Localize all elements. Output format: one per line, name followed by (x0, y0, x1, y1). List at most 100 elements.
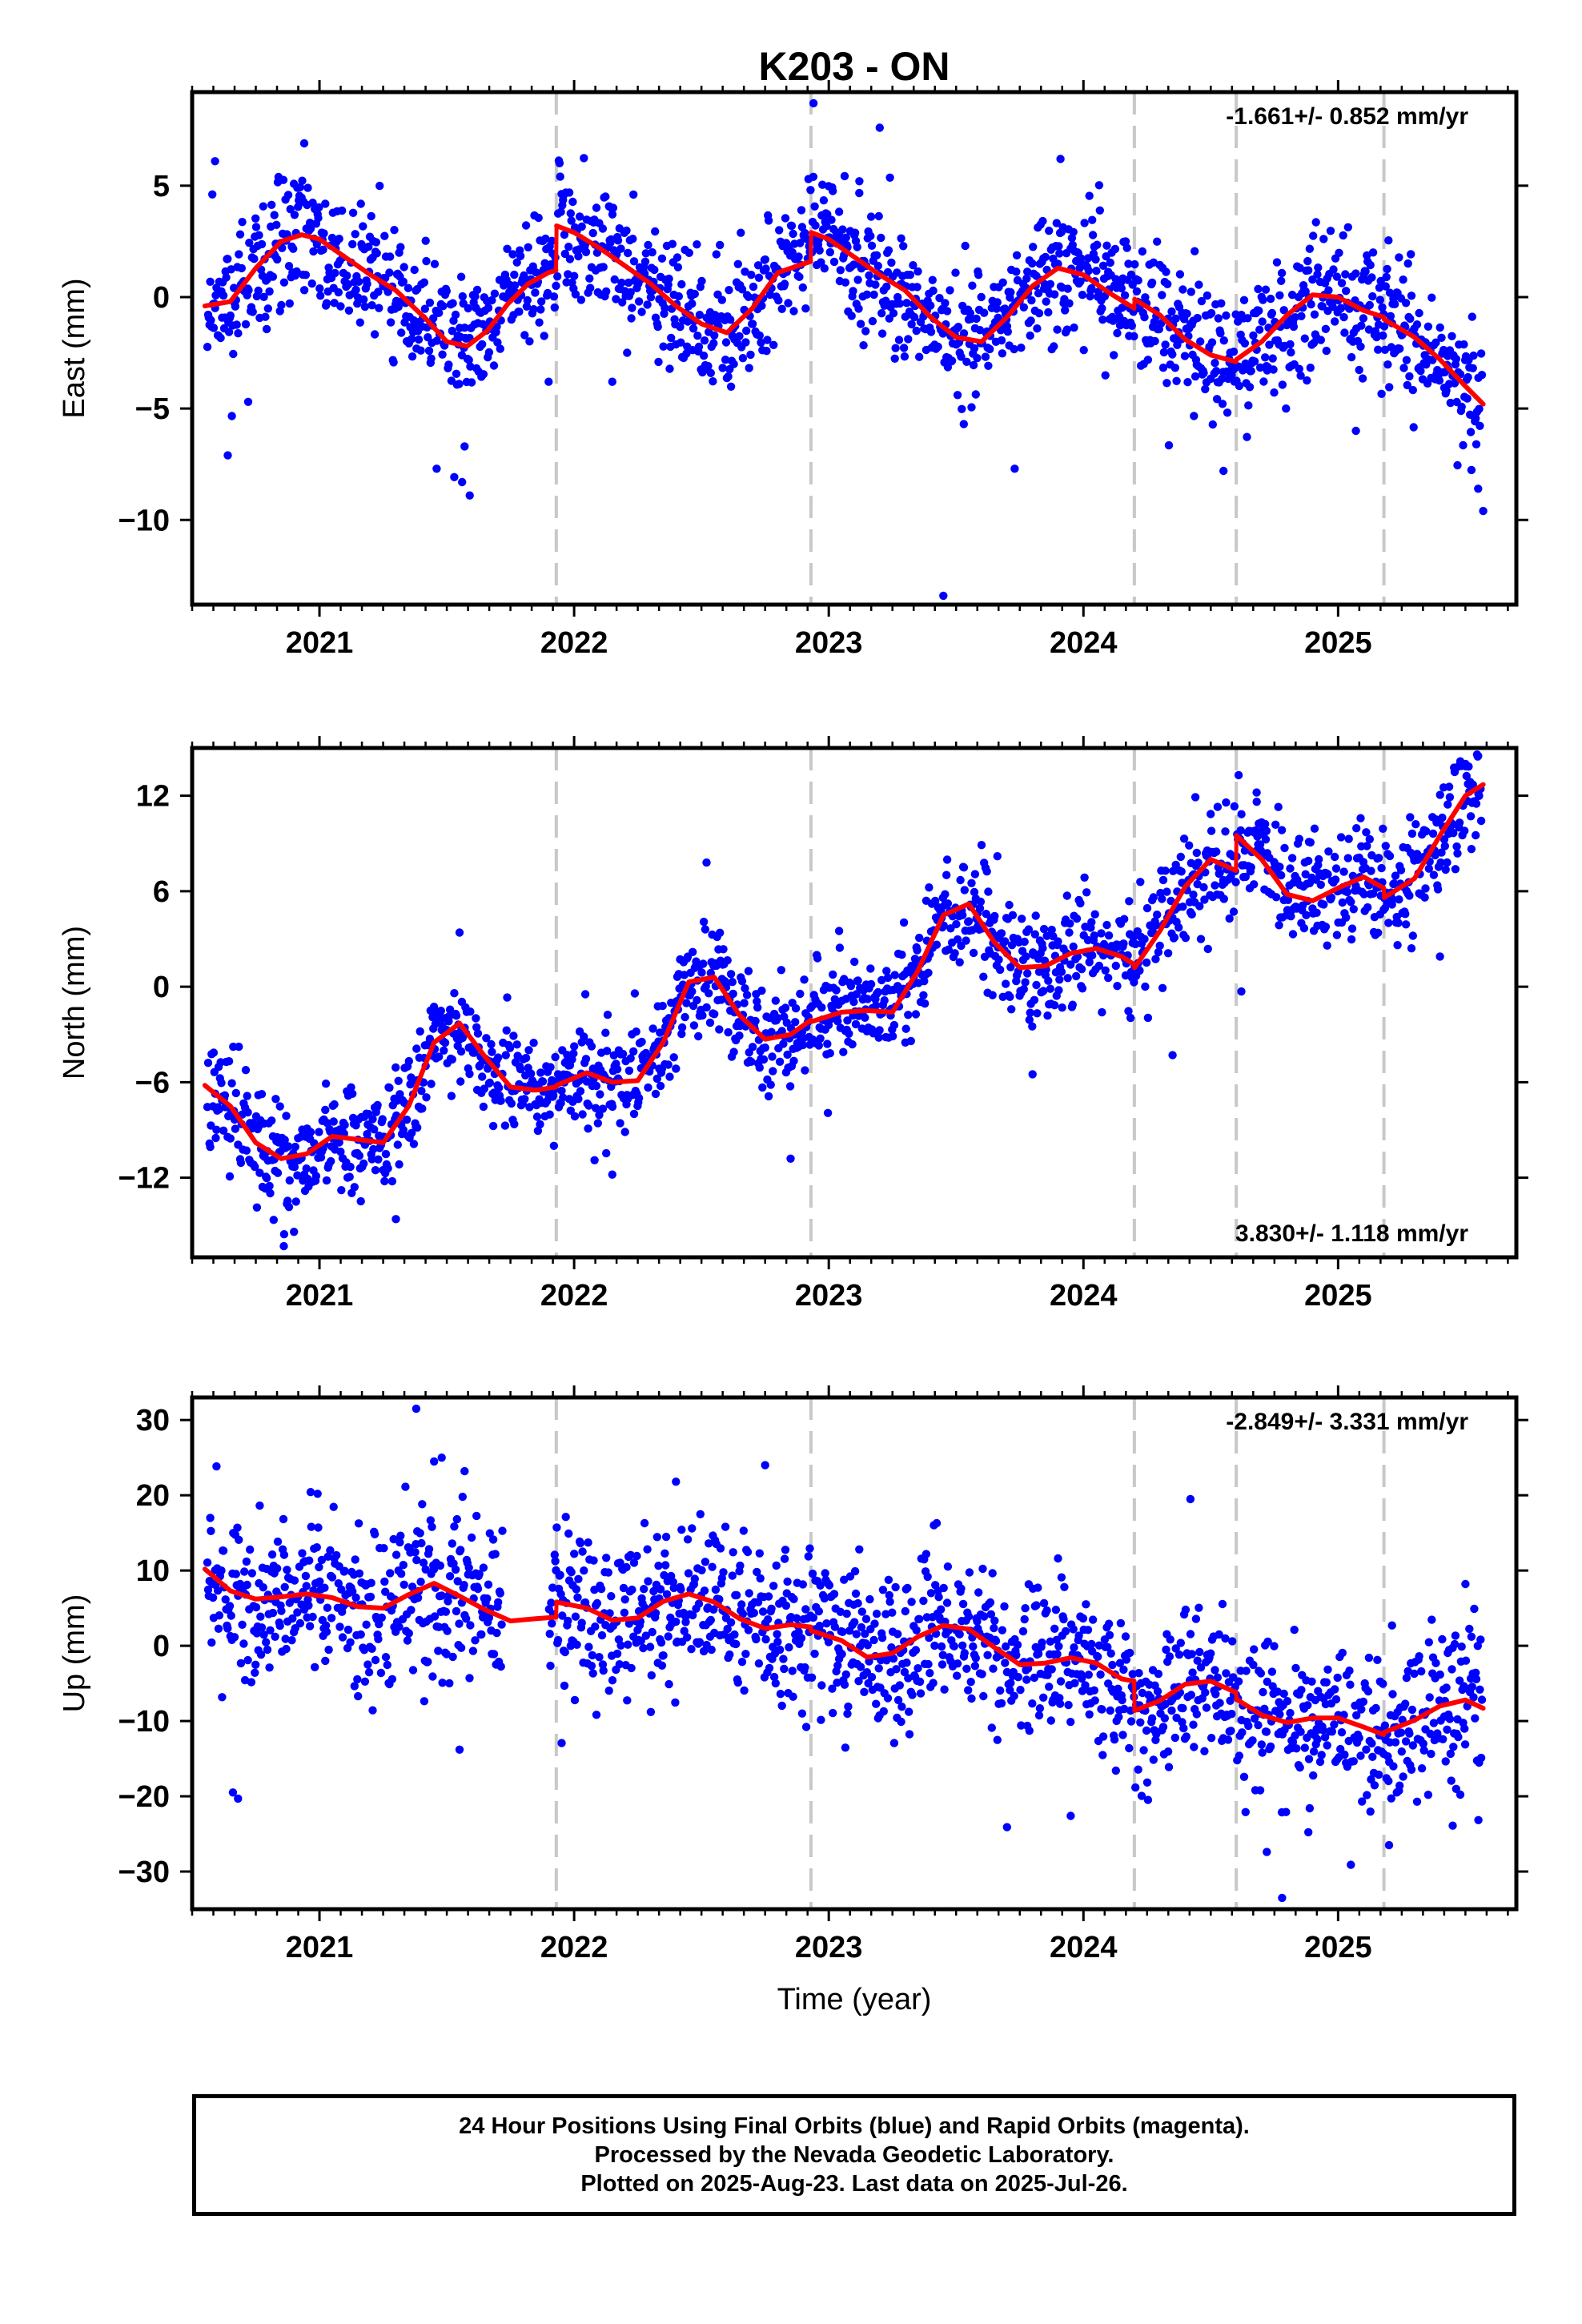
up-data-point (908, 1691, 917, 1699)
up-data-point (408, 1666, 418, 1675)
up-data-point (672, 1617, 681, 1626)
east-data-point (410, 265, 419, 275)
east-data-point (729, 360, 738, 368)
east-data-point (1403, 259, 1412, 268)
north-data-point (447, 1092, 456, 1100)
east-data-point (693, 240, 701, 249)
up-data-point (853, 1598, 862, 1608)
east-data-point (307, 279, 316, 288)
north-data-point (723, 956, 732, 965)
north-data-point (993, 852, 1002, 861)
north-data-point (598, 1104, 608, 1113)
up-data-point (396, 1531, 405, 1540)
north-data-point (207, 1121, 215, 1130)
north-data-point (1030, 930, 1040, 939)
up-data-point (893, 1630, 902, 1638)
east-data-point (1172, 376, 1181, 385)
up-data-point (986, 1598, 995, 1607)
north-data-point (1363, 842, 1371, 850)
east-data-point (1313, 270, 1322, 279)
east-data-point (227, 265, 235, 274)
east-data-point (1241, 359, 1251, 368)
north-data-point (1280, 843, 1289, 853)
east-data-point (536, 305, 545, 314)
east-data-point (216, 333, 225, 343)
east-data-point (646, 293, 656, 302)
up-data-point (902, 1659, 911, 1667)
north-data-point (1130, 978, 1138, 987)
up-data-point (765, 1663, 774, 1673)
north-data-point (538, 1077, 548, 1086)
up-data-point (556, 1570, 564, 1579)
up-data-point (1038, 1638, 1046, 1647)
north-data-point (735, 1031, 744, 1040)
north-data-point (280, 1136, 289, 1144)
east-data-point (231, 302, 240, 311)
north-data-point (371, 1166, 380, 1175)
north-data-point (1131, 939, 1140, 949)
north-fit-step-1 (809, 1019, 813, 1023)
up-data-point (252, 1629, 262, 1638)
up-data-point (838, 1627, 847, 1637)
east-data-point (882, 282, 891, 292)
north-data-point (729, 989, 737, 999)
east-data-point (617, 278, 626, 287)
east-data-point (764, 216, 773, 225)
east-data-point (1361, 267, 1370, 276)
east-data-point (580, 154, 588, 163)
up-data-point (1094, 1641, 1104, 1650)
east-data-point (797, 206, 806, 215)
up-data-point (1103, 1642, 1112, 1651)
up-data-point (1181, 1605, 1191, 1614)
north-data-point (282, 1112, 291, 1120)
up-data-point (801, 1723, 811, 1731)
north-data-point (1151, 955, 1160, 963)
up-data-point (304, 1601, 313, 1610)
up-data-point (355, 1569, 364, 1578)
north-data-point (252, 1203, 262, 1212)
up-data-point (257, 1623, 267, 1632)
north-data-point (241, 1066, 251, 1075)
north-data-point (1429, 870, 1439, 879)
up-data-point (664, 1632, 673, 1641)
up-data-point (772, 1561, 781, 1570)
up-data-point (998, 1626, 1007, 1634)
north-data-point (527, 1069, 536, 1078)
north-data-point (480, 1084, 488, 1093)
east-data-point (1191, 372, 1200, 381)
up-data-point (236, 1659, 246, 1668)
up-data-point (314, 1523, 323, 1532)
east-data-point (721, 338, 731, 347)
up-data-point (781, 1546, 790, 1554)
north-data-point (677, 1023, 687, 1032)
north-data-point (866, 979, 876, 989)
up-data-point (958, 1599, 968, 1609)
east-data-point (1287, 348, 1295, 357)
up-data-point (841, 1670, 851, 1679)
east-data-point (435, 308, 444, 317)
up-data-point (1142, 1726, 1151, 1735)
up-data-point (1050, 1624, 1059, 1634)
east-data-point (1250, 357, 1259, 366)
north-data-point (1102, 920, 1111, 930)
north-data-point (634, 1094, 644, 1103)
up-data-point (473, 1584, 483, 1594)
east-data-point (283, 191, 293, 199)
up-data-point (991, 1636, 1001, 1646)
up-data-point (739, 1526, 748, 1535)
up-data-point (256, 1612, 265, 1621)
east-data-point (1042, 297, 1050, 306)
north-data-point (689, 1021, 699, 1030)
up-data-point (1032, 1601, 1041, 1610)
east-data-point (610, 275, 619, 284)
up-data-point (645, 1642, 655, 1651)
east-data-point (466, 362, 475, 371)
east-data-point (1466, 428, 1476, 436)
east-data-point (626, 287, 635, 297)
east-data-point (1052, 219, 1062, 227)
up-data-point (479, 1563, 488, 1572)
up-data-point (464, 1563, 473, 1573)
up-data-point (381, 1587, 390, 1596)
east-data-point (834, 207, 844, 216)
east-data-point (1321, 324, 1331, 333)
